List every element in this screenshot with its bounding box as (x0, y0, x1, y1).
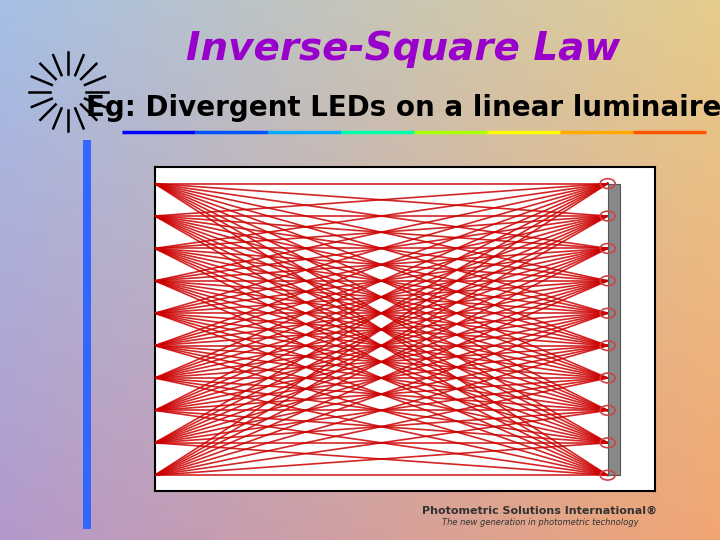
Text: Photometric Solutions International®: Photometric Solutions International® (423, 505, 657, 515)
Bar (83, 140, 91, 529)
Bar (608, 184, 620, 475)
Text: Eg: Divergent LEDs on a linear luminaire: Eg: Divergent LEDs on a linear luminaire (86, 94, 720, 122)
Text: Inverse-Square Law: Inverse-Square Law (186, 30, 621, 68)
Text: The new generation in photometric technology: The new generation in photometric techno… (441, 518, 639, 526)
